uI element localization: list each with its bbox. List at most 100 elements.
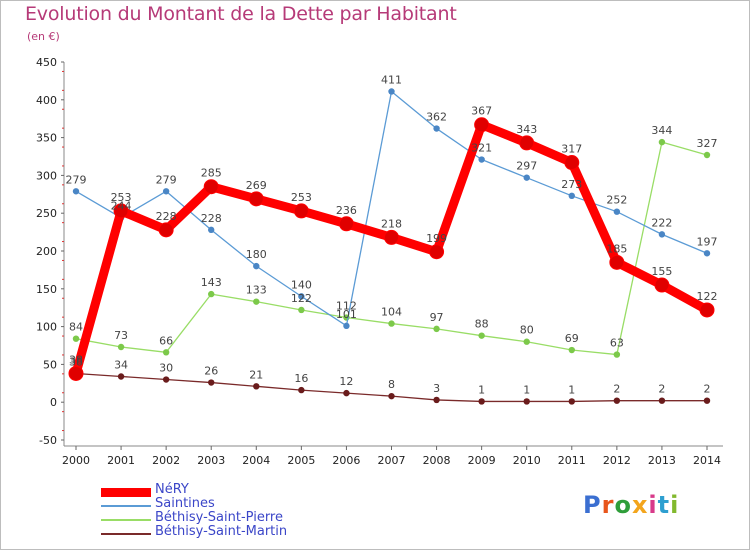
data-label: 155 — [651, 265, 672, 278]
data-label: 34 — [114, 358, 128, 371]
data-point-2 — [703, 151, 711, 159]
legend-label: Béthisy-Saint-Martin — [155, 524, 288, 539]
legend-label: NéRY — [155, 482, 189, 497]
data-point-1 — [703, 250, 711, 257]
data-point-1 — [253, 262, 260, 270]
data-point-0 — [429, 244, 445, 260]
data-label: 38 — [69, 355, 83, 368]
y-tick-label: -50 — [39, 434, 57, 447]
data-label: 343 — [516, 123, 537, 136]
data-point-3 — [208, 379, 215, 386]
x-tick-label: 2005 — [287, 454, 315, 467]
data-point-2 — [658, 138, 666, 146]
logo-letter: t — [657, 491, 671, 519]
data-point-1 — [523, 174, 530, 181]
data-point-3 — [162, 376, 170, 383]
data-point-2 — [117, 343, 125, 351]
logo-letter: i — [670, 491, 680, 519]
data-label: 199 — [426, 232, 447, 245]
data-point-3 — [253, 383, 260, 390]
data-point-2 — [523, 338, 530, 345]
x-tick-label: 2001 — [107, 454, 135, 467]
data-label: 12 — [339, 375, 353, 388]
data-label: 228 — [201, 212, 222, 225]
x-tick-label: 2000 — [62, 454, 90, 467]
data-point-3 — [658, 397, 666, 404]
data-point-3 — [433, 396, 440, 404]
x-tick-label: 2012 — [603, 454, 631, 467]
data-label: 140 — [291, 278, 312, 291]
x-tick-label: 2010 — [513, 454, 541, 467]
y-tick-label: 250 — [36, 207, 57, 220]
data-point-0 — [699, 302, 715, 318]
data-label: 197 — [697, 235, 718, 248]
axes: -50 0 50 100 150 200 250 300 350 400 450 2000 2001 20… — [36, 56, 723, 467]
data-label: 367 — [471, 105, 492, 118]
data-point-3 — [298, 386, 305, 394]
chart-subtitle: (en €) — [27, 30, 60, 43]
data-label: 253 — [111, 191, 132, 204]
legend-label: Béthisy-Saint-Pierre — [155, 510, 283, 525]
logo-letter: i — [648, 491, 658, 519]
y-tick-label: 350 — [36, 132, 57, 145]
data-label: 327 — [697, 137, 718, 150]
data-point-0 — [338, 216, 354, 232]
data-point-0 — [203, 179, 219, 195]
logo-letter: P — [583, 491, 602, 519]
data-label: 1 — [478, 383, 485, 396]
data-label: 236 — [336, 204, 357, 217]
data-point-1 — [433, 125, 440, 132]
data-point-0 — [564, 155, 580, 171]
data-label: 273 — [561, 178, 582, 191]
data-label: 2 — [658, 383, 665, 396]
data-label: 104 — [381, 306, 402, 319]
data-point-2 — [433, 325, 440, 333]
data-point-0 — [654, 277, 670, 293]
data-point-2 — [208, 290, 215, 298]
x-tick-label: 2011 — [558, 454, 586, 467]
data-point-3 — [703, 397, 711, 404]
x-tick-label: 2004 — [242, 454, 270, 467]
logo-letter: x — [631, 491, 649, 519]
data-point-1 — [478, 156, 485, 163]
data-point-1 — [298, 293, 305, 300]
legend-swatch — [101, 505, 151, 507]
data-label: 317 — [561, 143, 582, 156]
data-label: 26 — [204, 365, 218, 378]
data-label: 66 — [159, 334, 173, 347]
data-label: 97 — [430, 311, 444, 324]
data-label: 411 — [381, 73, 402, 86]
data-point-3 — [117, 373, 125, 380]
legend-swatch — [101, 533, 151, 535]
data-point-3 — [478, 398, 485, 405]
data-label: 122 — [291, 292, 312, 305]
data-label: 321 — [471, 142, 492, 155]
data-point-3 — [523, 398, 530, 405]
data-label: 253 — [291, 191, 312, 204]
data-label: 252 — [606, 194, 627, 207]
x-tick-label: 2009 — [468, 454, 496, 467]
data-label: 122 — [697, 290, 718, 303]
data-label: 30 — [159, 362, 173, 375]
y-tick-label: 100 — [36, 321, 57, 334]
y-tick-label: 300 — [36, 169, 57, 182]
y-tick-label: 400 — [36, 94, 57, 107]
legend-label: Saintines — [155, 496, 215, 511]
data-point-2 — [388, 320, 395, 327]
chart-title: Evolution du Montant de la Dette par Hab… — [25, 3, 457, 25]
y-tick-label: 450 — [36, 56, 57, 69]
data-label: 112 — [336, 300, 357, 313]
x-tick-label: 2014 — [693, 454, 721, 467]
data-point-1 — [208, 226, 215, 234]
legend-swatch — [101, 487, 151, 497]
x-tick-label: 2003 — [197, 454, 225, 467]
data-point-1 — [613, 208, 621, 215]
data-label: 16 — [294, 372, 308, 385]
data-point-0 — [113, 203, 129, 219]
y-tick-label: 150 — [36, 283, 57, 296]
x-tick-label: 2008 — [423, 454, 451, 467]
data-point-0 — [293, 203, 309, 219]
data-label: 1 — [568, 383, 575, 396]
series-layer — [68, 88, 715, 405]
